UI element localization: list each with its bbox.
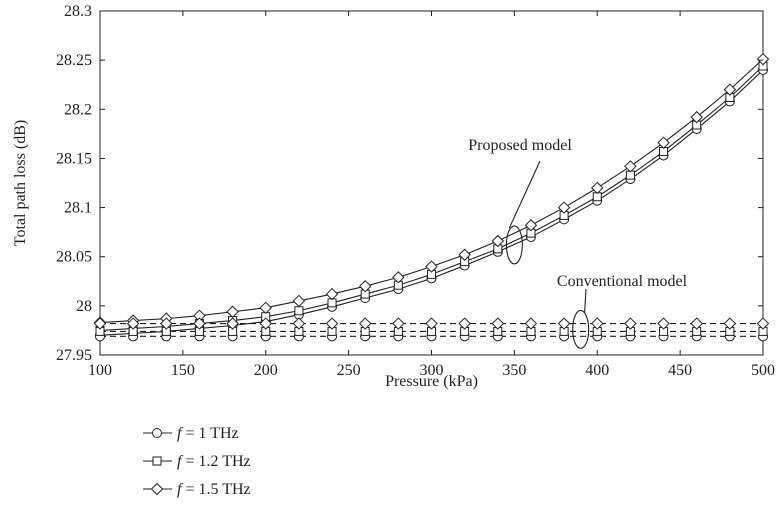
data-point xyxy=(657,317,670,330)
y-axis-label: Total path loss (dB) xyxy=(12,120,29,246)
x-tick-label: 100 xyxy=(88,362,112,379)
axis-ticks: 100 150 200 250 300 350 400 450 500 27.95 28 28.05 2… xyxy=(56,3,775,379)
data-point xyxy=(524,219,538,232)
data-point xyxy=(624,317,637,330)
legend-label-1thz: f = 1 THz xyxy=(177,425,239,442)
legend-marker xyxy=(152,428,162,438)
data-point xyxy=(392,271,405,284)
legend-marker xyxy=(152,456,162,466)
plot-frame xyxy=(99,10,764,356)
data-point xyxy=(690,110,703,124)
legend-var: f xyxy=(177,425,184,442)
data-point xyxy=(756,317,770,330)
data-point xyxy=(126,317,140,330)
y-tick-label: 28.25 xyxy=(56,52,92,69)
legend-var: f xyxy=(177,481,184,498)
data-point xyxy=(624,160,637,173)
series-line xyxy=(99,69,764,336)
legend-value: = 1 THz xyxy=(181,425,238,442)
proposed-model-ellipse xyxy=(505,225,523,265)
data-point xyxy=(93,317,107,330)
data-point xyxy=(425,317,438,330)
data-point xyxy=(458,317,471,330)
data-point xyxy=(294,306,304,316)
plot-area xyxy=(93,10,770,356)
data-point xyxy=(358,317,372,330)
data-point xyxy=(524,317,538,330)
x-tick-label: 500 xyxy=(751,362,775,379)
x-tick-label: 250 xyxy=(337,362,361,379)
legend-marker xyxy=(150,482,164,496)
data-point xyxy=(226,305,239,318)
y-tick-label: 28.3 xyxy=(64,3,92,20)
data-point xyxy=(425,260,438,273)
series-conventional-square xyxy=(95,326,768,336)
data-point xyxy=(723,317,737,330)
proposed-model-pointer xyxy=(508,160,541,229)
annotations: Proposed model Conventional model xyxy=(468,137,687,290)
data-point xyxy=(193,317,206,330)
y-tick-label: 28.05 xyxy=(56,249,92,266)
series-line xyxy=(99,65,764,331)
series-proposed-square xyxy=(95,61,768,335)
conventional-model-ellipse xyxy=(572,309,590,349)
data-point xyxy=(591,317,604,330)
data-point xyxy=(690,317,703,330)
data-point xyxy=(160,317,173,330)
x-tick-label: 450 xyxy=(668,362,692,379)
legend-label-1-2thz: f = 1.2 THz xyxy=(177,453,251,470)
proposed-model-annotation: Proposed model xyxy=(468,137,572,154)
x-axis-label: Pressure (kPa) xyxy=(385,373,478,390)
conventional-model-annotation: Conventional model xyxy=(557,273,688,290)
data-point xyxy=(657,136,670,149)
y-tick-label: 28 xyxy=(76,298,92,315)
y-tick-label: 27.95 xyxy=(56,347,92,364)
data-point xyxy=(591,181,604,195)
data-point xyxy=(491,317,505,330)
data-point xyxy=(325,287,339,301)
data-point xyxy=(392,317,405,330)
data-point xyxy=(458,248,471,261)
data-point xyxy=(723,83,737,96)
series-conventional-diamond xyxy=(93,317,770,330)
x-tick-label: 300 xyxy=(420,362,444,379)
data-point xyxy=(259,317,272,330)
data-point xyxy=(325,317,339,330)
y-tick-label: 28.1 xyxy=(64,200,92,217)
x-tick-label: 400 xyxy=(585,362,609,379)
legend: f = 1 THz f = 1.2 THz f = 1.5 THz xyxy=(143,425,251,498)
data-point xyxy=(292,317,306,330)
data-point xyxy=(557,201,571,214)
legend-value: = 1.5 THz xyxy=(181,481,250,498)
data-point xyxy=(259,301,272,315)
data-point xyxy=(358,279,372,293)
data-point xyxy=(756,52,770,66)
legend-value: = 1.2 THz xyxy=(181,453,250,470)
x-tick-label: 350 xyxy=(502,362,526,379)
conventional-model-pointer xyxy=(584,288,587,313)
legend-var: f xyxy=(177,453,184,470)
data-point xyxy=(226,317,239,330)
legend-label-1-5thz: f = 1.5 THz xyxy=(177,481,251,498)
series-proposed-circle xyxy=(95,64,768,341)
y-tick-label: 28.2 xyxy=(64,101,92,118)
data-point xyxy=(491,234,505,248)
x-tick-label: 200 xyxy=(254,362,278,379)
x-tick-label: 150 xyxy=(171,362,195,379)
data-point xyxy=(557,317,571,330)
data-point xyxy=(292,294,306,308)
y-tick-label: 28.15 xyxy=(56,150,92,167)
